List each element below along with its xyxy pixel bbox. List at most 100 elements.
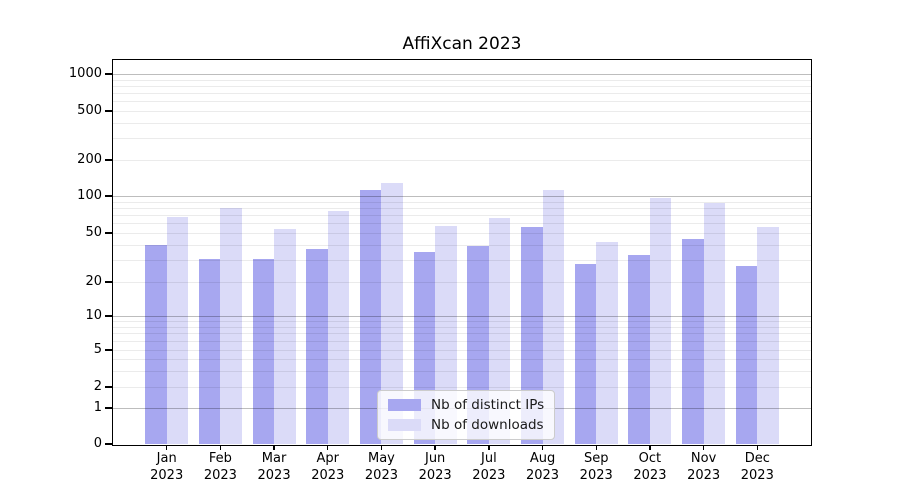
minor-gridline-60 — [113, 223, 811, 225]
x-tick-label-aug-2023: Aug 2023 — [513, 451, 573, 484]
x-tick-label-dec-2023: Dec 2023 — [727, 451, 787, 484]
x-tick-year-may-2023: 2023 — [364, 467, 398, 483]
minor-gridline-70 — [113, 215, 811, 217]
x-tick-jul-2023 — [488, 445, 490, 450]
x-tick-month-jun-2023: Jun — [424, 451, 446, 466]
minor-gridline-400 — [113, 122, 811, 124]
minor-gridline-6 — [113, 341, 811, 343]
x-tick-year-nov-2023: 2023 — [687, 467, 721, 483]
minor-gridline-900 — [113, 79, 811, 81]
y-tick-label-20: 20 — [85, 274, 102, 289]
y-tick-5 — [105, 349, 112, 351]
y-tick-1000 — [105, 73, 112, 75]
x-tick-year-sep-2023: 2023 — [579, 467, 613, 483]
y-tick-1 — [105, 407, 112, 409]
minor-gridline-20 — [113, 282, 811, 283]
x-tick-aug-2023 — [541, 445, 544, 450]
plot-area: Nb of distinct IPs Nb of downloads — [112, 59, 812, 446]
minor-gridline-30 — [113, 260, 811, 262]
bar-downloads-nov-2023 — [703, 202, 726, 444]
minor-gridline-7 — [113, 333, 811, 335]
minor-gridline-200 — [113, 160, 811, 161]
x-tick-month-oct-2023: Oct — [638, 451, 662, 466]
legend-label-downloads: Nb of downloads — [431, 417, 544, 433]
y-tick-200 — [105, 159, 112, 161]
y-tick-label-2: 2 — [93, 379, 102, 394]
minor-gridline-300 — [113, 138, 811, 140]
x-tick-sep-2023 — [595, 445, 597, 450]
minor-gridline-3 — [113, 370, 811, 372]
minor-gridline-50 — [113, 233, 811, 234]
x-tick-label-sep-2023: Sep 2023 — [566, 451, 626, 484]
x-tick-month-feb-2023: Feb — [208, 451, 232, 466]
x-tick-label-oct-2023: Oct 2023 — [620, 451, 680, 484]
legend-swatch-downloads — [388, 419, 421, 431]
bar-downloads-may-2023 — [381, 183, 403, 444]
bar-distinct-ips-nov-2023 — [682, 238, 704, 444]
x-tick-month-aug-2023: Aug — [529, 451, 556, 466]
x-tick-feb-2023 — [219, 445, 222, 450]
legend-swatch-distinct-ips — [388, 399, 421, 411]
legend-item-distinct-ips: Nb of distinct IPs — [388, 397, 544, 413]
minor-gridline-80 — [113, 207, 811, 209]
x-tick-label-jan-2023: Jan 2023 — [137, 451, 197, 484]
legend-item-downloads: Nb of downloads — [388, 417, 544, 433]
x-tick-year-oct-2023: 2023 — [633, 467, 667, 483]
x-tick-year-dec-2023: 2023 — [740, 467, 774, 483]
x-tick-year-feb-2023: 2023 — [203, 467, 237, 483]
x-tick-may-2023 — [380, 445, 383, 450]
bar-downloads-feb-2023 — [220, 207, 242, 444]
bar-downloads-jul-2023 — [488, 218, 511, 444]
x-tick-year-mar-2023: 2023 — [257, 467, 291, 483]
x-tick-label-mar-2023: Mar 2023 — [244, 451, 304, 484]
bar-downloads-aug-2023 — [542, 190, 565, 444]
bar-distinct-ips-sep-2023 — [574, 264, 597, 444]
x-tick-jun-2023 — [434, 445, 436, 450]
x-tick-month-jan-2023: Jan — [156, 451, 177, 466]
minor-gridline-40 — [113, 244, 811, 246]
x-tick-year-jul-2023: 2023 — [472, 467, 506, 483]
x-tick-label-jun-2023: Jun 2023 — [405, 451, 465, 484]
x-tick-month-mar-2023: Mar — [261, 451, 287, 466]
major-gridline-10 — [113, 316, 811, 318]
x-tick-year-aug-2023: 2023 — [525, 467, 560, 483]
x-tick-year-jan-2023: 2023 — [150, 467, 184, 483]
minor-gridline-5 — [113, 350, 811, 351]
x-tick-month-dec-2023: Dec — [744, 451, 770, 466]
bar-downloads-oct-2023 — [649, 198, 672, 444]
x-tick-label-may-2023: May 2023 — [351, 451, 411, 484]
bar-distinct-ips-apr-2023 — [306, 249, 328, 444]
x-tick-mar-2023 — [273, 445, 275, 450]
minor-gridline-800 — [113, 85, 811, 87]
minor-gridline-500 — [113, 111, 811, 112]
major-gridline-100 — [113, 196, 811, 198]
x-tick-month-nov-2023: Nov — [690, 451, 717, 466]
x-tick-oct-2023 — [649, 445, 651, 450]
bar-downloads-dec-2023 — [757, 226, 779, 444]
y-tick-10 — [105, 315, 112, 317]
y-tick-label-500: 500 — [77, 103, 102, 118]
x-tick-month-apr-2023: Apr — [316, 451, 340, 466]
y-tick-label-100: 100 — [77, 188, 102, 203]
y-tick-label-1: 1 — [93, 400, 102, 415]
x-tick-year-apr-2023: 2023 — [311, 467, 345, 483]
bar-distinct-ips-mar-2023 — [252, 258, 275, 444]
x-tick-jan-2023 — [165, 445, 168, 450]
y-tick-0 — [105, 443, 112, 445]
minor-gridline-90 — [113, 201, 811, 203]
x-tick-apr-2023 — [327, 445, 329, 450]
minor-gridline-8 — [113, 326, 811, 328]
minor-gridline-2 — [113, 387, 811, 388]
y-tick-100 — [105, 195, 112, 197]
y-tick-2 — [105, 386, 112, 388]
bar-downloads-mar-2023 — [274, 228, 296, 444]
x-tick-label-feb-2023: Feb 2023 — [190, 451, 250, 484]
bar-downloads-jun-2023 — [435, 226, 457, 444]
x-tick-dec-2023 — [756, 445, 758, 450]
y-tick-20 — [105, 281, 112, 283]
minor-gridline-700 — [113, 93, 811, 95]
bar-distinct-ips-oct-2023 — [628, 255, 650, 444]
y-tick-50 — [105, 232, 112, 234]
bar-distinct-ips-dec-2023 — [735, 265, 758, 444]
